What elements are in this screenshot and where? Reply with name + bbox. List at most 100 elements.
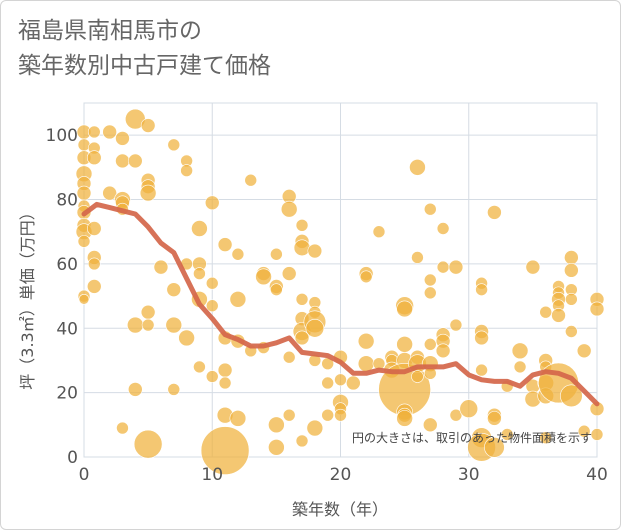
bubble-point-45 xyxy=(180,164,193,177)
bubble-point-123 xyxy=(409,159,426,176)
bubble-point-104 xyxy=(334,408,347,422)
bubble-point-85 xyxy=(295,293,309,306)
bubble-point-110 xyxy=(372,225,386,239)
bubble-point-12 xyxy=(78,294,90,305)
y-tick-label-2: 40 xyxy=(56,319,78,339)
bubble-point-59 xyxy=(217,362,233,378)
bubble-point-89 xyxy=(295,434,309,448)
bubble-point-55 xyxy=(205,299,219,313)
bubble-point-140 xyxy=(448,259,464,275)
bubble-point-136 xyxy=(436,260,450,274)
bubble-point-185 xyxy=(590,428,604,441)
bubble-point-177 xyxy=(565,293,578,306)
bubble-point-66 xyxy=(229,410,247,427)
bubble-point-154 xyxy=(484,437,505,458)
bubble-point-109 xyxy=(357,355,375,372)
bubble-point-30 xyxy=(127,316,144,334)
bubble-point-78 xyxy=(280,200,298,218)
bubble-point-108 xyxy=(357,332,375,350)
chart-title: 福島県南相馬市の 築年数別中古戸建て価格 xyxy=(18,14,271,84)
bubble-layer xyxy=(75,108,605,475)
bubble-point-39 xyxy=(153,259,169,275)
bubble-point-40 xyxy=(167,138,181,152)
bubble-point-76 xyxy=(268,439,285,456)
bubble-point-50 xyxy=(193,267,206,280)
bubble-point-54 xyxy=(205,276,219,290)
bubble-point-174 xyxy=(564,250,579,265)
bubble-point-158 xyxy=(513,360,527,374)
bubble-point-145 xyxy=(475,283,488,296)
bubble-point-15 xyxy=(86,150,102,166)
y-tick-label-5: 100 xyxy=(46,126,78,146)
bubble-point-183 xyxy=(589,301,605,317)
chart-title-line-2: 築年数別中古戸建て価格 xyxy=(18,53,271,79)
bubble-point-116 xyxy=(396,300,413,318)
bubble-point-70 xyxy=(255,268,272,286)
bubble-point-72 xyxy=(270,247,283,261)
bubble-point-96 xyxy=(306,419,324,437)
bubble-point-134 xyxy=(422,417,438,433)
bubble-point-48 xyxy=(191,220,208,237)
bubble-point-63 xyxy=(231,247,245,261)
bubble-point-38 xyxy=(133,429,163,459)
bubble-point-41 xyxy=(166,282,182,297)
bubble-point-107 xyxy=(359,270,373,284)
bubble-point-43 xyxy=(167,383,181,396)
y-tick-label-1: 20 xyxy=(56,384,78,404)
bubble-point-101 xyxy=(334,373,347,387)
bubble-point-82 xyxy=(295,218,309,232)
bubble-point-22 xyxy=(115,131,130,146)
bubble-point-167 xyxy=(539,431,553,444)
bubble-point-156 xyxy=(500,428,514,441)
y-tick-label-3: 60 xyxy=(56,255,78,275)
bubble-point-143 xyxy=(459,399,479,419)
bubble-point-147 xyxy=(474,330,489,346)
bubble-point-94 xyxy=(305,318,325,338)
trend-line xyxy=(81,201,600,407)
bubble-point-151 xyxy=(487,205,502,220)
bubble-point-141 xyxy=(449,318,463,332)
bubble-point-62 xyxy=(200,426,250,475)
bubble-point-37 xyxy=(141,318,155,332)
bubble-point-180 xyxy=(576,343,592,359)
bubble-point-117 xyxy=(396,336,413,353)
bubble-point-135 xyxy=(436,222,450,235)
bubble-point-23 xyxy=(115,153,130,169)
bubble-point-142 xyxy=(449,408,463,422)
x-tick-label-0: 0 xyxy=(79,465,90,485)
bubble-point-35 xyxy=(139,184,157,202)
y-tick-label-0: 0 xyxy=(67,448,78,468)
bubble-point-21 xyxy=(102,185,117,201)
plot-border xyxy=(83,102,598,458)
bubble-point-178 xyxy=(565,325,578,338)
bubble-point-88 xyxy=(294,330,310,346)
bubble-point-175 xyxy=(564,263,579,278)
bubble-point-128 xyxy=(423,202,437,216)
bubble-point-5 xyxy=(76,185,92,201)
bubble-point-18 xyxy=(87,257,101,271)
bubble-point-159 xyxy=(525,259,541,275)
bubble-point-131 xyxy=(423,338,437,351)
size-annotation: 円の大きさは、取引のあった物件面積を示す xyxy=(352,430,592,445)
bubble-point-90 xyxy=(307,243,323,259)
bubble-point-20 xyxy=(102,124,117,140)
y-axis-label: 坪（3.3㎡）単価（万円） xyxy=(18,204,37,389)
bubble-point-57 xyxy=(217,237,233,252)
bubble-point-98 xyxy=(321,376,334,390)
trend-layer xyxy=(81,201,600,407)
bubble-point-157 xyxy=(511,342,529,360)
bubble-point-74 xyxy=(270,283,283,296)
bubble-point-42 xyxy=(165,316,183,334)
bubble-point-181 xyxy=(577,424,591,438)
bubble-point-148 xyxy=(475,363,488,377)
bubble-point-64 xyxy=(229,291,247,308)
bubble-point-56 xyxy=(205,370,219,383)
bubble-point-47 xyxy=(178,329,195,347)
x-tick-label-1: 10 xyxy=(201,465,223,485)
bubble-point-31 xyxy=(128,382,143,397)
bubble-point-16 xyxy=(86,221,102,236)
bubble-point-75 xyxy=(268,416,285,434)
x-tick-label-2: 20 xyxy=(330,465,352,485)
